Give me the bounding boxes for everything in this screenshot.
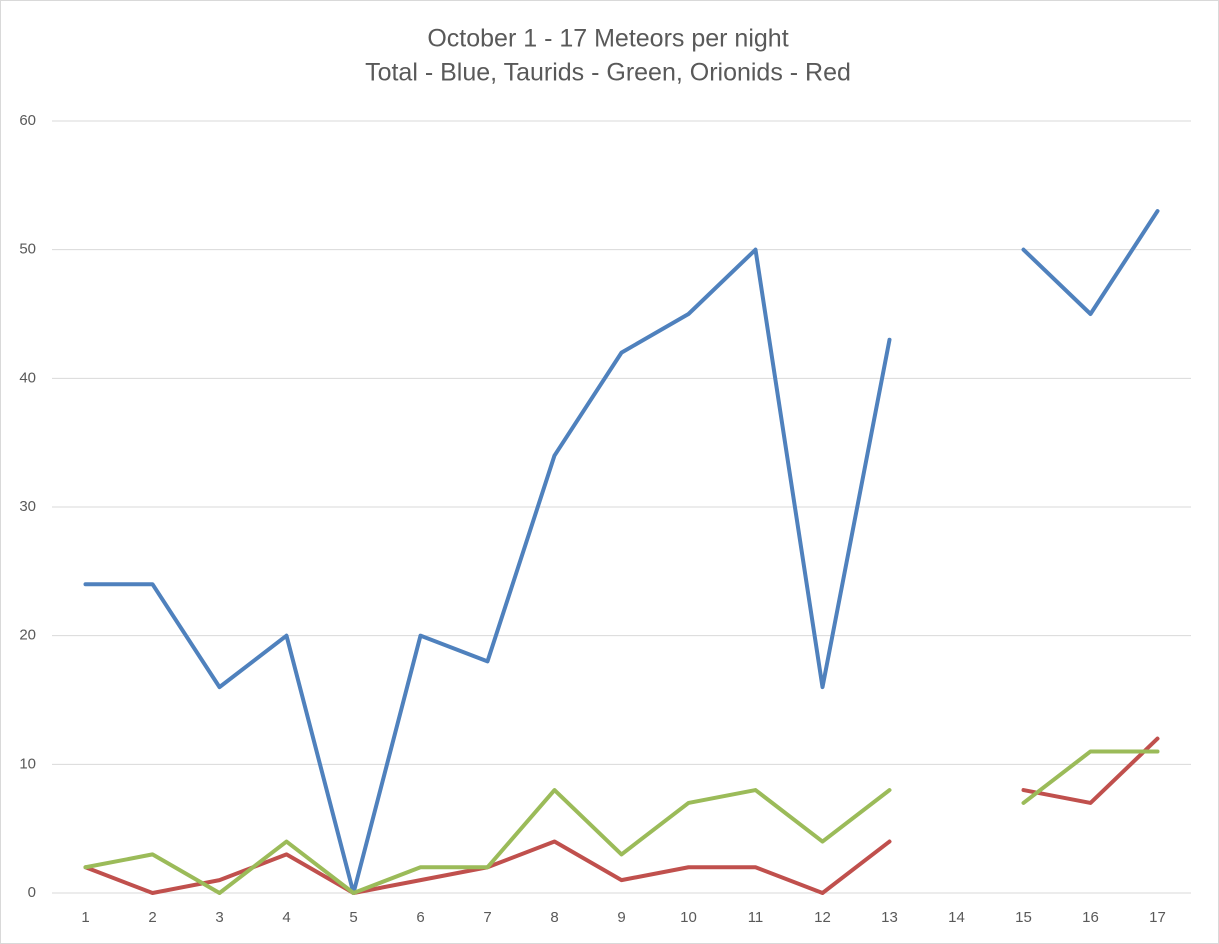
x-tick-label: 1: [81, 909, 89, 926]
y-tick-label: 50: [19, 241, 36, 258]
x-tick-label: 5: [349, 909, 357, 926]
x-tick-label: 10: [680, 909, 697, 926]
x-tick-label: 2: [148, 909, 156, 926]
y-tick-label: 60: [19, 112, 36, 129]
x-tick-label: 13: [881, 909, 898, 926]
x-tick-label: 17: [1149, 909, 1166, 926]
x-tick-label: 9: [617, 909, 625, 926]
y-tick-label: 30: [19, 498, 36, 515]
x-tick-label: 15: [1015, 909, 1032, 926]
x-tick-label: 6: [416, 909, 424, 926]
y-tick-label: 0: [28, 884, 36, 901]
data-line: [83, 749, 1160, 895]
y-tick-label: 40: [19, 369, 36, 386]
y-tick-label: 10: [19, 755, 36, 772]
chart-title: October 1 - 17 Meteors per night: [427, 25, 788, 53]
x-tick-label: 16: [1082, 909, 1099, 926]
x-tick-label: 12: [814, 909, 831, 926]
x-tick-label: 14: [948, 909, 965, 926]
data-line: [83, 209, 1160, 895]
x-tick-label: 3: [215, 909, 223, 926]
x-tick-label: 8: [550, 909, 558, 926]
y-tick-label: 20: [19, 627, 36, 644]
x-tick-label: 11: [748, 909, 764, 926]
x-tick-label: 7: [483, 909, 491, 926]
chart-subtitle: Total - Blue, Taurids - Green, Orionids …: [365, 59, 851, 87]
x-tick-label: 4: [282, 909, 290, 926]
